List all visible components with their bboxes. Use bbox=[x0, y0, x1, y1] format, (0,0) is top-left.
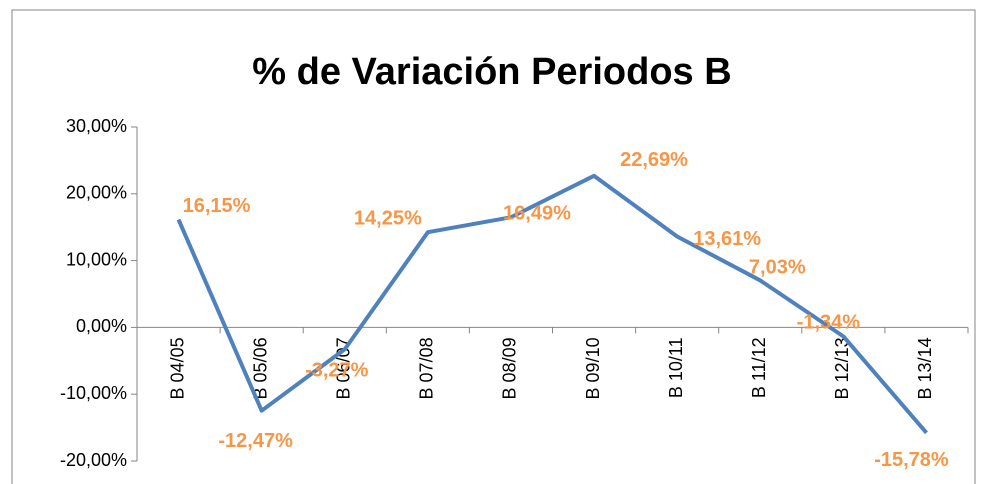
y-tick-label: 20,00% bbox=[66, 183, 127, 203]
data-label: -15,78% bbox=[874, 449, 949, 471]
x-tick-label: B 09/10 bbox=[583, 337, 603, 399]
x-tick-label: B 05/06 bbox=[250, 337, 270, 399]
y-tick-label: 30,00% bbox=[66, 116, 127, 136]
data-label: -3,27% bbox=[305, 360, 369, 382]
data-label: 13,61% bbox=[693, 228, 761, 250]
data-label: 22,69% bbox=[620, 149, 688, 171]
data-line bbox=[176, 173, 928, 435]
data-label: 16,15% bbox=[183, 195, 251, 217]
y-tick-label: 0,00% bbox=[76, 316, 127, 336]
data-label: 14,25% bbox=[354, 207, 422, 229]
x-tick-label: B 12/13 bbox=[832, 337, 852, 399]
x-tick-label: B 07/08 bbox=[417, 337, 437, 399]
x-tick-label: B 08/09 bbox=[500, 337, 520, 399]
chart-title: % de Variación Periodos B bbox=[252, 51, 731, 93]
y-tick-label: 10,00% bbox=[66, 249, 127, 269]
x-tick-label: B 13/14 bbox=[915, 337, 935, 399]
x-tick-label: B 04/05 bbox=[167, 337, 187, 399]
data-label: -1,34% bbox=[797, 312, 861, 334]
y-tick-label: -20,00% bbox=[60, 450, 127, 470]
data-label: -12,47% bbox=[218, 430, 293, 452]
data-label: 16,49% bbox=[503, 203, 571, 225]
chart-border bbox=[11, 9, 976, 484]
data-label: 7,03% bbox=[749, 257, 806, 279]
x-tick-label: B 11/12 bbox=[749, 337, 769, 398]
x-tick-label: B 10/11 bbox=[666, 337, 686, 398]
y-tick-label: -10,00% bbox=[60, 383, 127, 403]
